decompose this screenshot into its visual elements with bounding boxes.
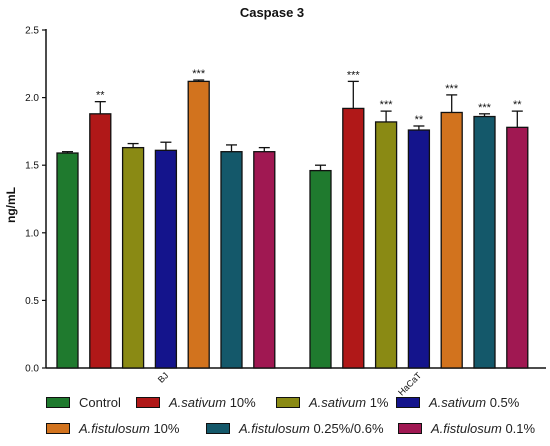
bar	[89, 113, 112, 369]
bar	[342, 107, 365, 369]
bar	[253, 151, 276, 369]
bar	[374, 121, 398, 369]
significance-label: ***	[380, 99, 394, 111]
y-tick-label: 2.0	[25, 93, 39, 104]
chart-title: Caspase 3	[240, 5, 304, 20]
significance-label: **	[513, 99, 522, 111]
y-tick-label: 0.5	[25, 296, 39, 307]
significance-label: ***	[347, 69, 361, 81]
significance-label: **	[96, 90, 105, 102]
bar	[309, 169, 332, 369]
y-tick-label: 0.0	[25, 364, 39, 375]
y-tick-label: 1.5	[25, 161, 39, 172]
group-label: BJ	[156, 370, 171, 385]
significance-label: ***	[445, 83, 459, 95]
bar	[440, 111, 463, 369]
bar	[154, 149, 178, 369]
significance-label: ***	[192, 68, 206, 80]
y-tick-label: 2.5	[25, 26, 39, 37]
bar	[187, 80, 210, 369]
significance-label: ***	[478, 102, 492, 114]
group-label: HaCaT	[396, 370, 424, 398]
bar	[121, 146, 145, 369]
bar	[473, 115, 496, 369]
bars: ***** ************** **	[56, 68, 529, 369]
significance-label: **	[415, 114, 424, 126]
y-tick-label: 1.0	[25, 228, 39, 239]
bar	[56, 152, 79, 369]
bar	[220, 151, 243, 369]
bar	[407, 129, 431, 369]
y-axis-label: ng/mL	[4, 187, 18, 223]
bar	[506, 126, 529, 369]
